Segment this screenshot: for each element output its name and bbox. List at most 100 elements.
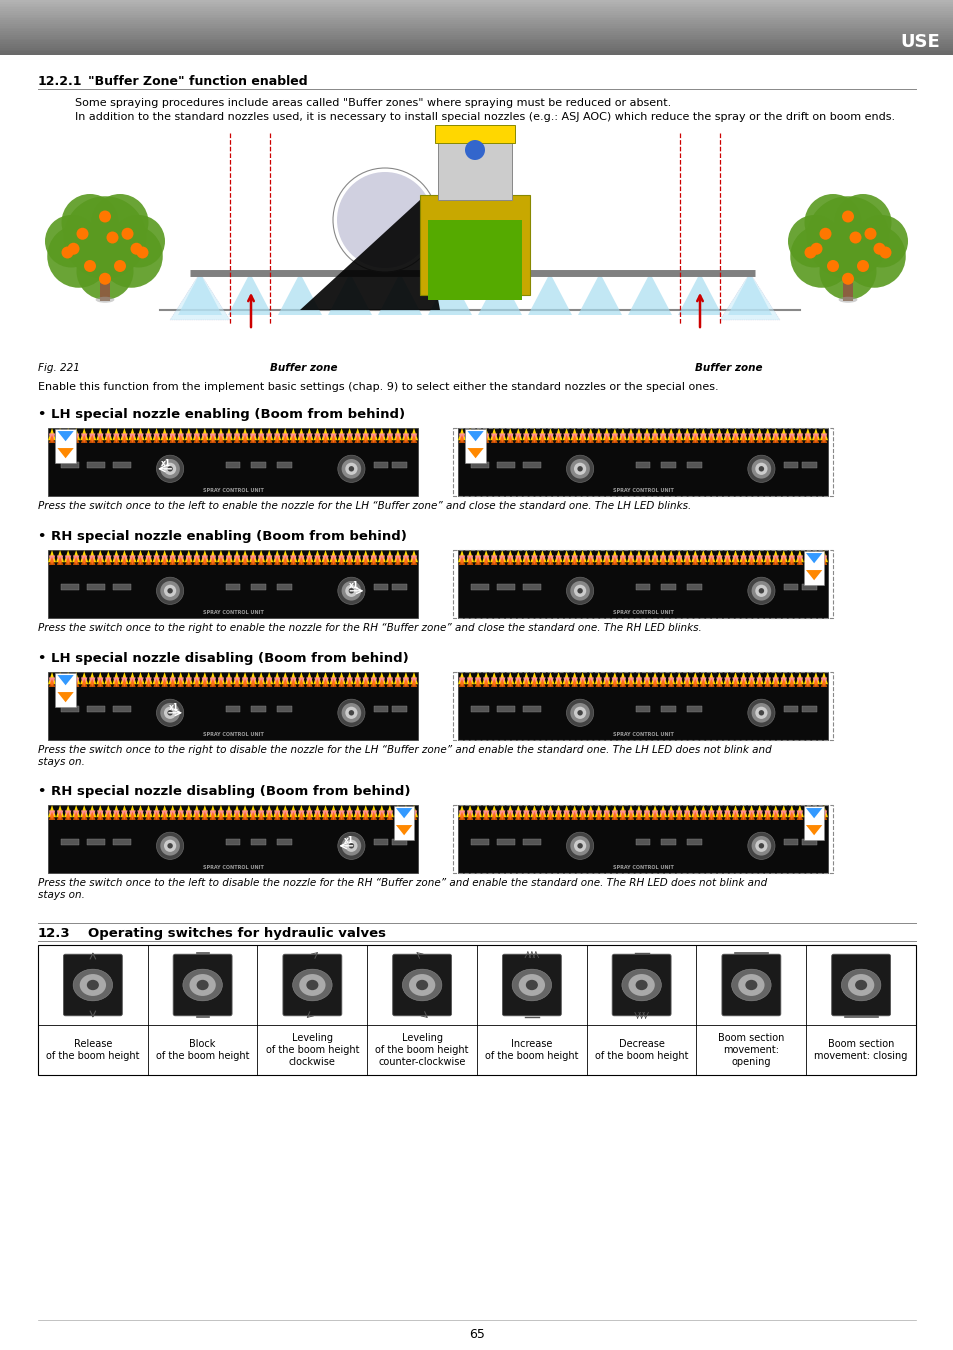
Polygon shape bbox=[771, 805, 779, 817]
Circle shape bbox=[751, 459, 770, 479]
Polygon shape bbox=[57, 556, 63, 564]
Circle shape bbox=[819, 243, 876, 300]
Circle shape bbox=[863, 228, 876, 240]
Polygon shape bbox=[651, 679, 658, 687]
Text: SPRAY CONTROL UNIT: SPRAY CONTROL UNIT bbox=[612, 489, 673, 493]
Polygon shape bbox=[772, 679, 778, 687]
Polygon shape bbox=[386, 811, 393, 819]
Polygon shape bbox=[497, 428, 506, 440]
Polygon shape bbox=[771, 428, 779, 440]
Polygon shape bbox=[522, 556, 529, 564]
Polygon shape bbox=[169, 805, 176, 817]
Polygon shape bbox=[88, 428, 96, 440]
Bar bbox=[660, 838, 676, 845]
Polygon shape bbox=[498, 433, 505, 443]
Text: 65: 65 bbox=[469, 1328, 484, 1342]
Ellipse shape bbox=[196, 980, 209, 990]
Polygon shape bbox=[490, 549, 497, 562]
Polygon shape bbox=[257, 555, 264, 564]
Polygon shape bbox=[491, 811, 497, 819]
Polygon shape bbox=[273, 672, 281, 684]
Polygon shape bbox=[49, 678, 55, 687]
Polygon shape bbox=[578, 428, 586, 440]
Polygon shape bbox=[756, 433, 762, 443]
Polygon shape bbox=[522, 810, 529, 819]
Polygon shape bbox=[666, 428, 675, 440]
Polygon shape bbox=[153, 433, 160, 443]
Polygon shape bbox=[80, 428, 88, 440]
Ellipse shape bbox=[518, 975, 544, 996]
Polygon shape bbox=[193, 679, 200, 687]
Polygon shape bbox=[217, 811, 224, 819]
Bar bbox=[48, 549, 417, 618]
Polygon shape bbox=[64, 428, 72, 440]
Bar bbox=[112, 462, 132, 467]
Polygon shape bbox=[322, 811, 329, 819]
Polygon shape bbox=[274, 811, 280, 819]
Ellipse shape bbox=[854, 980, 866, 990]
Polygon shape bbox=[691, 679, 698, 687]
Polygon shape bbox=[522, 428, 530, 440]
Circle shape bbox=[574, 706, 585, 720]
Polygon shape bbox=[676, 556, 681, 564]
Circle shape bbox=[577, 710, 582, 716]
Polygon shape bbox=[571, 810, 578, 819]
Polygon shape bbox=[610, 672, 618, 684]
Circle shape bbox=[789, 224, 852, 288]
Polygon shape bbox=[707, 811, 714, 819]
Bar bbox=[0, 15, 953, 16]
Polygon shape bbox=[619, 435, 625, 443]
Text: Increase
of the boom height: Increase of the boom height bbox=[485, 1038, 578, 1061]
Polygon shape bbox=[97, 679, 103, 687]
Polygon shape bbox=[266, 555, 273, 564]
Polygon shape bbox=[177, 679, 184, 687]
Polygon shape bbox=[507, 435, 513, 443]
Polygon shape bbox=[346, 555, 353, 564]
Polygon shape bbox=[105, 433, 112, 443]
Polygon shape bbox=[531, 555, 537, 564]
Bar bbox=[277, 838, 292, 845]
Polygon shape bbox=[378, 433, 385, 443]
Polygon shape bbox=[466, 433, 473, 443]
Polygon shape bbox=[170, 678, 175, 687]
Polygon shape bbox=[716, 811, 721, 819]
Polygon shape bbox=[803, 433, 810, 443]
Polygon shape bbox=[210, 433, 216, 443]
Ellipse shape bbox=[87, 980, 99, 990]
Polygon shape bbox=[595, 811, 601, 819]
Polygon shape bbox=[659, 678, 665, 687]
Polygon shape bbox=[378, 435, 385, 443]
Polygon shape bbox=[707, 679, 714, 687]
Polygon shape bbox=[241, 672, 249, 684]
Polygon shape bbox=[290, 556, 296, 564]
Polygon shape bbox=[306, 433, 313, 443]
Bar bbox=[803, 806, 823, 840]
Polygon shape bbox=[377, 428, 385, 440]
Polygon shape bbox=[201, 428, 209, 440]
Polygon shape bbox=[97, 678, 103, 687]
Text: x1: x1 bbox=[161, 459, 171, 468]
Text: 12.3: 12.3 bbox=[38, 927, 71, 940]
Circle shape bbox=[747, 832, 774, 860]
Polygon shape bbox=[466, 549, 474, 562]
Polygon shape bbox=[618, 428, 626, 440]
FancyBboxPatch shape bbox=[63, 954, 122, 1015]
Polygon shape bbox=[121, 433, 128, 443]
Ellipse shape bbox=[621, 969, 660, 1000]
Polygon shape bbox=[96, 672, 104, 684]
Polygon shape bbox=[691, 672, 699, 684]
Bar bbox=[0, 30, 953, 31]
Polygon shape bbox=[266, 679, 273, 687]
Polygon shape bbox=[266, 678, 273, 687]
Polygon shape bbox=[129, 433, 135, 443]
Polygon shape bbox=[395, 435, 400, 443]
Polygon shape bbox=[667, 810, 674, 819]
Text: Press the switch once to the right to disable the nozzle for the LH “Buffer zone: Press the switch once to the right to di… bbox=[38, 745, 771, 767]
Polygon shape bbox=[273, 549, 281, 562]
Polygon shape bbox=[81, 555, 88, 564]
Polygon shape bbox=[618, 672, 626, 684]
Polygon shape bbox=[137, 556, 144, 564]
Polygon shape bbox=[610, 549, 618, 562]
Polygon shape bbox=[642, 549, 650, 562]
Polygon shape bbox=[321, 672, 329, 684]
